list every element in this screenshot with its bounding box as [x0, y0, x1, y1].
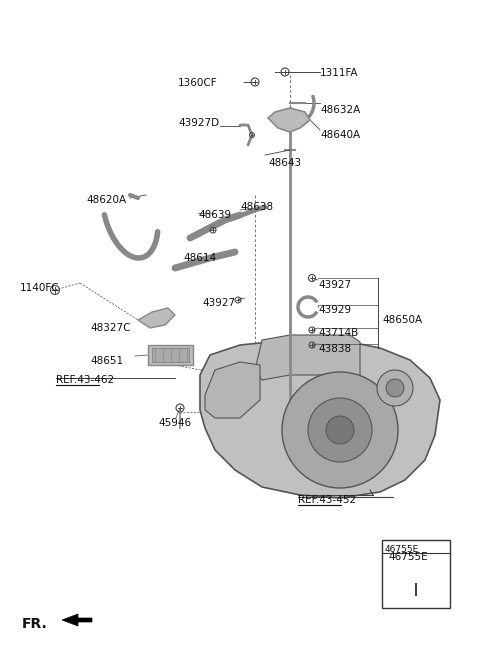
Polygon shape	[255, 335, 360, 380]
Circle shape	[377, 370, 413, 406]
Text: 1140FC: 1140FC	[20, 283, 60, 293]
Text: 48643: 48643	[268, 158, 301, 168]
Text: 46755E: 46755E	[388, 552, 428, 562]
Text: 48327C: 48327C	[90, 323, 131, 333]
Text: 45946: 45946	[158, 418, 191, 428]
Polygon shape	[200, 340, 440, 498]
Text: 43838: 43838	[318, 344, 351, 354]
Text: 48640A: 48640A	[320, 130, 360, 140]
Polygon shape	[138, 308, 175, 328]
Circle shape	[386, 379, 404, 397]
Text: REF.43-462: REF.43-462	[56, 375, 114, 385]
Circle shape	[308, 398, 372, 462]
Text: FR.: FR.	[22, 617, 48, 631]
Text: 43714B: 43714B	[318, 328, 358, 338]
Text: 48638: 48638	[240, 202, 273, 212]
Text: 43927: 43927	[202, 298, 235, 308]
Text: 48620A: 48620A	[86, 195, 126, 205]
Text: 43927D: 43927D	[178, 118, 219, 128]
Bar	[152, 348, 189, 362]
Bar	[382, 540, 450, 608]
Text: 48632A: 48632A	[320, 105, 360, 115]
Circle shape	[326, 416, 354, 444]
Text: 1311FA: 1311FA	[320, 68, 359, 78]
Text: 43927: 43927	[318, 280, 351, 290]
Text: 48614: 48614	[183, 253, 216, 263]
Polygon shape	[62, 614, 92, 626]
Circle shape	[282, 372, 398, 488]
Polygon shape	[205, 362, 260, 418]
Text: 48650A: 48650A	[382, 315, 422, 325]
Text: REF.43-452: REF.43-452	[298, 495, 356, 505]
Text: 46755E: 46755E	[385, 545, 419, 553]
Text: 1360CF: 1360CF	[178, 78, 217, 88]
Bar	[148, 345, 193, 365]
Text: 48639: 48639	[198, 210, 231, 220]
Polygon shape	[268, 108, 310, 132]
Text: 43929: 43929	[318, 305, 351, 315]
Text: 48651: 48651	[90, 356, 123, 366]
